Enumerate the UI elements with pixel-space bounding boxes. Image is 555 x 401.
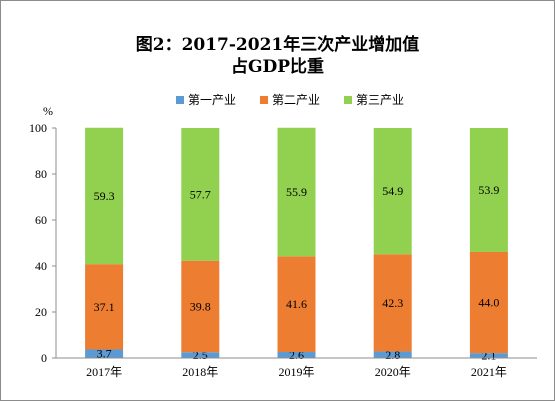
bar-group: 2.539.857.7 xyxy=(181,128,220,362)
data-label: 54.9 xyxy=(382,184,403,198)
data-label: 37.1 xyxy=(94,300,115,314)
x-category-label: 2019年 xyxy=(278,365,314,379)
bar-segment xyxy=(181,260,220,353)
x-axis: 2017年 2018年 2019年 2020年 2021年 xyxy=(56,357,537,379)
data-label: 57.7 xyxy=(190,187,211,201)
legend-swatch xyxy=(176,96,184,104)
bar-segment xyxy=(277,256,316,353)
legend-label: 第一产业 xyxy=(188,93,236,107)
legend-swatch xyxy=(344,96,352,104)
bar-group: 2.641.655.9 xyxy=(277,127,316,362)
legend-label: 第二产业 xyxy=(272,93,320,107)
bar-segment xyxy=(277,352,316,358)
bar-group: 2.842.354.9 xyxy=(373,128,412,362)
bar-segment xyxy=(373,351,412,358)
bar-segment xyxy=(469,353,508,358)
data-label: 41.6 xyxy=(286,297,307,311)
y-axis: 0 20 40 60 80 100 xyxy=(29,121,57,365)
y-tick-label: 80 xyxy=(35,167,47,181)
bar-segment xyxy=(373,128,412,255)
y-tick-label: 60 xyxy=(35,213,47,227)
bar-segment xyxy=(181,352,220,358)
x-category-label: 2018年 xyxy=(182,365,218,379)
x-category-label: 2021年 xyxy=(471,365,507,379)
y-tick-label: 0 xyxy=(41,351,47,365)
bar-segment xyxy=(85,349,124,358)
data-label: 59.3 xyxy=(94,189,115,203)
x-category-label: 2020年 xyxy=(375,365,411,379)
legend-swatch xyxy=(260,96,268,104)
bar-group: 3.7 37.1 59.3 xyxy=(85,127,124,361)
bar-segment xyxy=(373,254,412,352)
data-label: 44.0 xyxy=(478,296,499,310)
bar-segment xyxy=(181,128,220,261)
data-label: 39.8 xyxy=(190,299,211,313)
legend-label: 第三产业 xyxy=(356,93,404,107)
y-tick-label: 100 xyxy=(29,121,47,135)
data-label: 53.9 xyxy=(478,183,499,197)
y-axis-unit: % xyxy=(43,104,53,118)
legend: 第一产业 第二产业 第三产业 xyxy=(176,93,404,107)
bar-segment xyxy=(469,251,508,354)
bar-segment xyxy=(85,127,124,265)
chart-title-line-2: 占GDP比重 xyxy=(230,57,325,77)
bars: 3.737.159.32.539.857.72.641.655.92.842.3… xyxy=(85,127,508,363)
chart-title-line-1: 图2：2017-2021年三次产业增加值 xyxy=(135,35,420,55)
bar-segment xyxy=(277,127,316,257)
data-label: 3.7 xyxy=(97,347,112,361)
x-category-label: 2017年 xyxy=(86,365,122,379)
y-tick-label: 20 xyxy=(35,305,47,319)
data-label: 55.9 xyxy=(286,185,307,199)
bar-segment xyxy=(469,128,508,252)
data-label: 42.3 xyxy=(382,296,403,310)
bar-group: 2.144.053.9 xyxy=(469,128,508,363)
y-tick-label: 40 xyxy=(35,259,47,273)
bar-segment xyxy=(85,264,124,350)
